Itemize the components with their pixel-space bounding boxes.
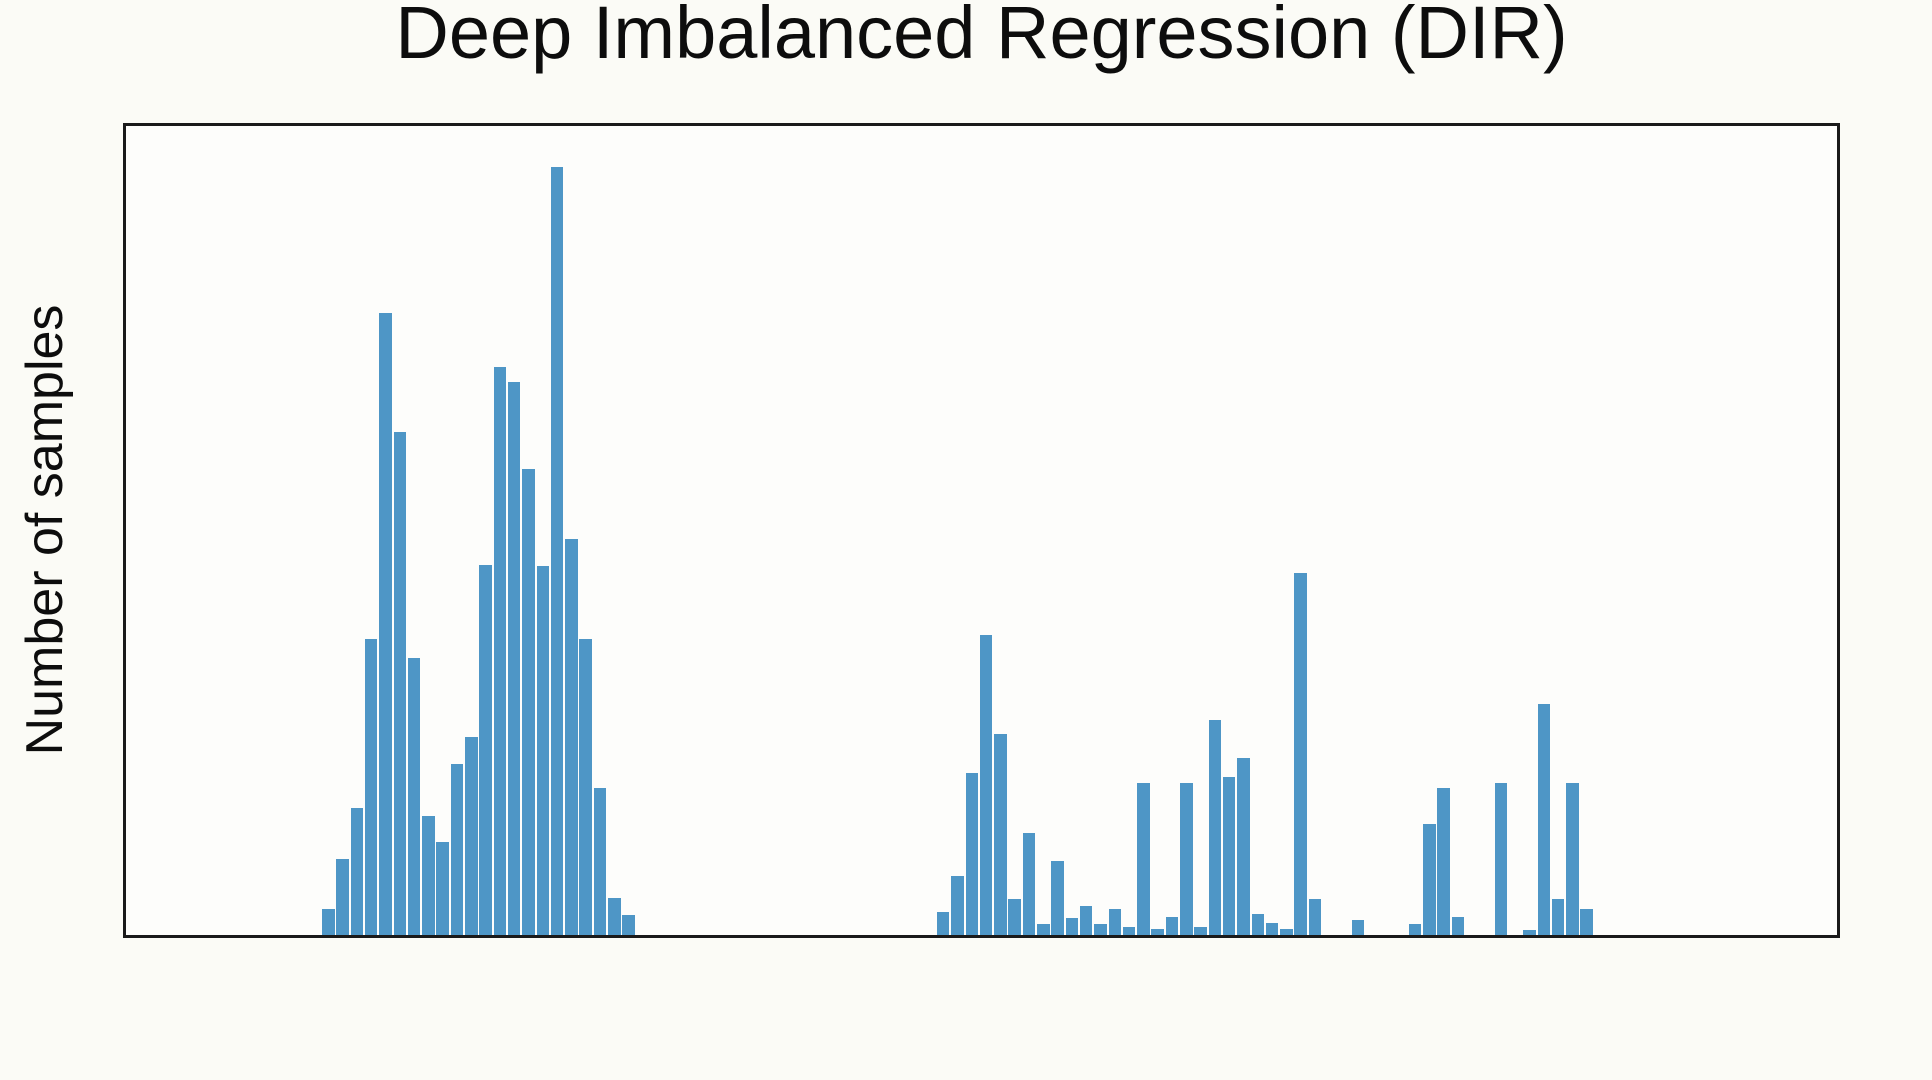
histogram-bar	[1079, 906, 1093, 935]
histogram-bar	[407, 658, 421, 935]
histogram-bar	[422, 816, 435, 935]
histogram-bar	[450, 764, 464, 935]
histogram-bar	[1151, 929, 1164, 935]
histogram-bar	[507, 382, 521, 935]
histogram-bar	[1551, 899, 1565, 935]
y-axis-label: Number of samples	[16, 304, 74, 756]
histogram-bar	[979, 635, 993, 935]
histogram-bar	[1180, 783, 1193, 935]
histogram-bar	[1122, 927, 1136, 935]
chart-title: Deep Imbalanced Regression (DIR)	[395, 0, 1568, 74]
histogram-bar	[322, 909, 335, 935]
histogram-bar	[1523, 930, 1536, 935]
histogram-bar	[1494, 783, 1508, 935]
histogram-bar	[1208, 720, 1222, 935]
histogram-bar	[1165, 917, 1179, 935]
histogram-bar	[436, 842, 449, 935]
histogram-bar	[1537, 704, 1551, 935]
histogram-bar	[479, 565, 492, 935]
histogram-bar	[1280, 929, 1293, 935]
histogram-bar	[1308, 899, 1322, 935]
histogram-bar	[379, 313, 392, 935]
plot-area	[123, 123, 1840, 938]
histogram-bar	[1437, 788, 1450, 935]
histogram-bar	[1265, 923, 1279, 935]
histogram-bar	[1351, 920, 1365, 935]
histogram-bar	[1094, 924, 1107, 935]
histogram-bar	[465, 737, 478, 935]
histogram-bar	[1008, 899, 1021, 935]
histogram-bar	[965, 773, 979, 935]
histogram-bar	[350, 808, 364, 935]
histogram-bar	[936, 912, 950, 935]
histogram-bar	[1065, 918, 1079, 935]
histogram-bar	[1566, 783, 1579, 935]
histogram-bar	[1137, 783, 1150, 935]
histogram-bar	[1423, 824, 1436, 935]
histogram-bar	[1051, 861, 1064, 935]
histogram-bar	[1294, 573, 1307, 935]
histogram-bar	[393, 432, 407, 935]
histogram-bar	[550, 167, 564, 935]
histogram-bar	[565, 539, 578, 935]
histogram-bar	[522, 469, 535, 935]
histogram-bar	[608, 898, 621, 935]
histogram-bar	[1451, 917, 1465, 935]
histogram-bar	[593, 788, 607, 935]
histogram-bar	[1580, 909, 1593, 935]
histogram-bar	[994, 734, 1007, 935]
histogram-bar	[493, 367, 507, 935]
histogram-bar	[536, 566, 550, 935]
histogram-bar	[1194, 927, 1207, 935]
histogram-bar	[951, 876, 964, 935]
histogram-bar	[1108, 909, 1122, 935]
histogram-bar	[1237, 758, 1250, 935]
histogram-bar	[1222, 777, 1236, 935]
histogram-bars	[126, 126, 1837, 935]
histogram-bar	[622, 915, 635, 935]
histogram-bar	[1037, 924, 1050, 935]
histogram-bar	[1408, 924, 1422, 935]
histogram-bar	[364, 639, 378, 935]
histogram-bar	[579, 639, 592, 935]
histogram-bar	[1022, 833, 1036, 935]
histogram-bar	[1251, 914, 1265, 935]
histogram-bar	[336, 859, 349, 935]
